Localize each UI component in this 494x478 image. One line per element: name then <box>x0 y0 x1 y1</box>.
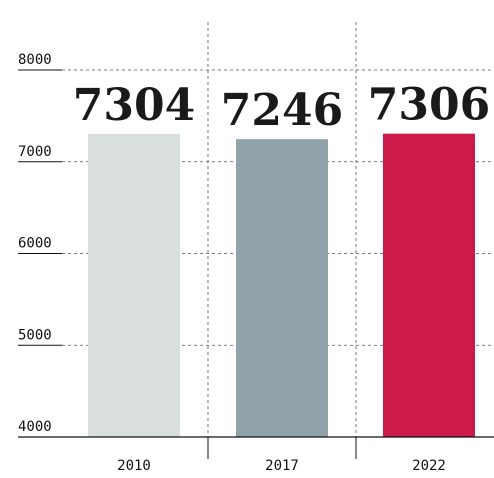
y-tick-label: 5000 <box>18 327 52 343</box>
bar <box>383 133 475 437</box>
y-tick-label: 8000 <box>18 52 52 68</box>
y-tick-label: 4000 <box>18 419 52 435</box>
x-tick-label: 2022 <box>412 458 446 474</box>
y-tick-label: 6000 <box>18 236 52 252</box>
y-tick-label: 7000 <box>18 144 52 160</box>
x-tick-label: 2017 <box>265 458 299 474</box>
value-label: 7304 <box>73 80 195 131</box>
x-tick-label: 2010 <box>117 458 151 474</box>
bar <box>236 139 328 437</box>
value-label: 7246 <box>221 85 343 136</box>
value-label: 7306 <box>368 80 490 131</box>
bar <box>88 133 180 437</box>
